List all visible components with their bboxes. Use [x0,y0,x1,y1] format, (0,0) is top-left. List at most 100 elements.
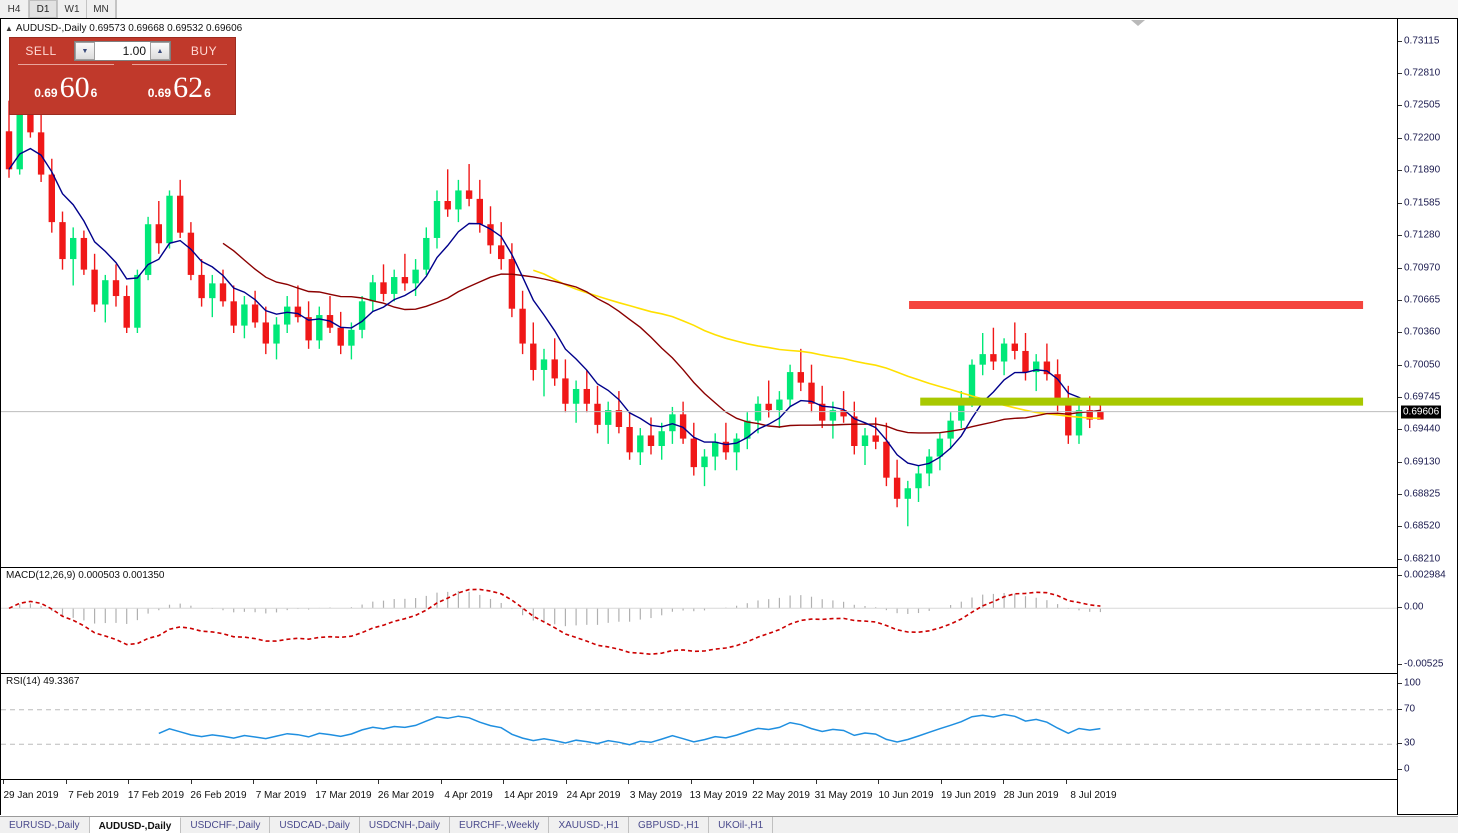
candle-body [637,435,644,453]
candle-body [1011,343,1018,351]
chart-tab-label: USDCAD-,Daily [279,820,350,831]
candle-body [904,488,911,499]
chart-tab-label: GBPUSD-,H1 [638,820,700,831]
chart-tab[interactable]: GBPUSD-,H1 [629,817,710,833]
candle-body [166,195,173,244]
macd-axis-label: -0.00525 [1404,658,1444,670]
date-axis-label: 26 Feb 2019 [190,790,247,801]
candle-body [348,329,355,346]
rsi-axis-label: 70 [1404,703,1416,715]
one-click-trading-panel[interactable]: SELL ▼ 1.00 ▲ BUY 0.69 60 6 [9,37,236,115]
macd-axis-label: 0.00 [1404,601,1424,613]
sell-price-quote[interactable]: 0.69 60 6 [10,64,124,112]
buy-button[interactable]: BUY [173,38,235,64]
candle-body [27,108,34,133]
price-axis-label: 0.71585 [1404,197,1441,209]
chart-tab-label: EURCHF-,Weekly [459,820,540,831]
candle-body [230,301,237,326]
candle-body [476,198,483,225]
buy-price-quote[interactable]: 0.69 62 6 [123,64,235,112]
price-axis-label: 0.71280 [1404,229,1441,241]
date-axis-tick [503,780,504,784]
candle-body [16,108,23,170]
candle-body [690,438,697,468]
date-axis-tick [378,780,379,784]
candle-body [251,304,259,323]
candle-body [872,435,879,442]
timeframe-tab-mn[interactable]: MN [87,0,116,18]
octp-controls-row: SELL ▼ 1.00 ▲ BUY [10,38,235,64]
candle-body [540,359,548,370]
price-axis[interactable]: 0.73115 0.72810 0.72505 0.72200 0.71890 0.715… [1397,19,1457,814]
candle-body [1022,350,1029,373]
rsi-axis-tick [1398,708,1402,710]
chart-tab[interactable]: EURUSD-,Daily [0,817,90,833]
candle-body [829,410,837,421]
candle-body [797,372,804,383]
date-axis-tick [565,780,567,784]
candle-body [465,190,473,199]
candle-body [754,403,762,421]
ma-fast-line [8,147,1101,467]
chevron-up-icon[interactable]: ▲ [150,42,170,60]
chart-tab[interactable]: USDCNH-,Daily [359,817,451,833]
timeframe-tab-h4[interactable]: H4 [0,0,29,18]
candle-body [958,399,965,421]
timeframe-tab-d1[interactable]: D1 [29,0,58,18]
chart-tab[interactable]: USDCHF-,Daily [181,817,271,833]
date-axis-tick [190,780,192,784]
rsi-canvas[interactable] [1,674,1397,779]
macd-canvas[interactable] [1,568,1397,673]
candle-body [1000,343,1008,362]
chart-tab[interactable]: EURCHF-,Weekly [450,817,550,833]
chart-tab[interactable]: AUDUSD-,Daily [89,817,182,833]
buy-price-fraction: 6 [204,86,211,100]
price-axis-label: 0.70360 [1404,326,1441,338]
volume-input[interactable]: 1.00 [95,42,150,60]
price-axis-tick [1398,170,1402,172]
candle-body [915,473,922,489]
chart-tab[interactable]: XAUUSD-,H1 [549,817,630,833]
date-axis-label: 14 Apr 2019 [504,790,558,801]
chart-window[interactable]: ▲ AUDUSD-,Daily 0.69573 0.69668 0.69532 0… [0,18,1458,816]
candle-body [615,410,623,427]
candle-body [765,403,772,411]
candle-body [776,399,783,411]
price-axis-tick [1398,364,1402,366]
volume-stepper[interactable]: ▼ 1.00 ▲ [74,41,171,61]
candle-body [59,222,66,260]
timeframe-bar-filler [116,0,1458,18]
candle-body [37,132,45,175]
candle-body [273,324,280,344]
chart-scroll-marker-icon[interactable] [1131,20,1145,26]
price-chart-canvas[interactable] [1,19,1397,566]
rsi-pane[interactable]: RSI(14) 49.3367 [1,673,1397,779]
date-axis-label: 10 Jun 2019 [878,790,934,801]
date-axis-label: 28 Jun 2019 [1003,790,1059,801]
macd-pane[interactable]: MACD(12,26,9) 0.000503 0.001350 [1,567,1397,673]
chevron-down-icon[interactable]: ▼ [75,42,95,60]
candle-body [241,304,248,326]
price-axis-label: 0.69745 [1404,391,1441,403]
triangle-up-icon[interactable]: ▲ [5,24,13,33]
timeframe-tab-w1[interactable]: W1 [58,0,87,18]
timeframe-label: H4 [7,3,21,15]
candle-body [936,438,944,457]
price-axis-label: 0.70970 [1404,262,1441,274]
date-axis[interactable]: 29 Jan 2019 7 Feb 2019 17 Feb 2019 26 Feb 2… [1,779,1397,816]
candle-body [102,280,109,305]
candle-body [701,456,708,468]
candle-body [294,306,302,318]
candle-body [48,174,55,223]
sell-button[interactable]: SELL [10,38,72,64]
date-axis-tick [940,780,942,784]
candle-body [316,315,323,341]
candle-body [583,388,590,404]
chart-tab[interactable]: UKOil-,H1 [709,817,774,833]
candle-body [744,420,751,439]
price-axis-tick [1398,526,1402,528]
chart-tab[interactable]: USDCAD-,Daily [270,817,360,833]
chart-tab-label: UKOil-,H1 [718,820,764,831]
price-pane[interactable] [1,19,1397,566]
chart-tab-label: XAUUSD-,H1 [558,820,620,831]
